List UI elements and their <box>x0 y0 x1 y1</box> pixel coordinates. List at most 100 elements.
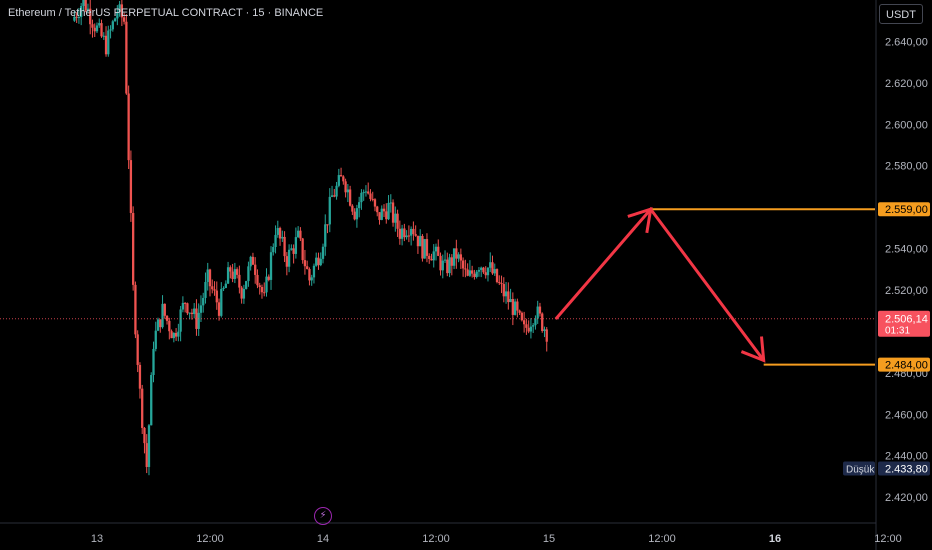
candle-body <box>95 25 99 32</box>
candle-body <box>486 267 490 276</box>
currency-button[interactable]: USDT <box>879 4 923 24</box>
candle-body <box>518 310 521 313</box>
candle-body <box>287 249 291 267</box>
candle-body <box>545 329 548 342</box>
candle-body <box>543 329 546 331</box>
candle-body <box>143 427 146 444</box>
candle-body <box>195 308 198 329</box>
candle-body <box>125 21 128 94</box>
x-tick-label: 12:00 <box>648 533 676 545</box>
candle-body <box>541 313 544 331</box>
candle-body <box>129 160 133 213</box>
candle-body <box>360 192 363 203</box>
candle-body <box>80 5 83 18</box>
candle-body <box>520 312 524 321</box>
candle-body <box>403 228 406 238</box>
lightning-icon[interactable]: ⚡ <box>314 507 332 525</box>
candle-body <box>91 24 94 28</box>
candle-body <box>156 319 160 331</box>
candle-body <box>344 181 347 193</box>
candle-body <box>204 281 207 298</box>
candle-body <box>353 211 356 220</box>
candle-body <box>538 306 542 314</box>
candle-body <box>493 269 496 274</box>
candle-body <box>525 324 528 328</box>
candle-body <box>448 257 451 274</box>
candle-body <box>516 301 519 311</box>
candle-body <box>511 298 514 315</box>
candle-body <box>186 303 189 314</box>
candle-body <box>102 35 105 37</box>
candle-body <box>98 23 101 26</box>
candle-body <box>376 206 379 213</box>
candle-body <box>283 236 286 257</box>
candle-body <box>127 93 130 161</box>
candle-body <box>174 333 178 337</box>
candle-body <box>292 248 295 254</box>
x-tick-label: 16 <box>769 533 781 545</box>
y-tick-label: 2.640,00 <box>885 36 928 48</box>
x-tick-label: 12:00 <box>874 533 902 545</box>
candle-body <box>132 212 135 285</box>
candle-body <box>428 255 431 259</box>
low-tag-badge <box>843 461 875 476</box>
candle-body <box>333 195 336 197</box>
candle-body <box>437 246 440 256</box>
candle-body <box>382 208 386 212</box>
candle-body <box>504 291 508 297</box>
candle-body <box>100 23 103 37</box>
candle-body <box>256 274 259 286</box>
candle-body <box>296 230 300 238</box>
candle-body <box>387 202 390 220</box>
y-tick-label: 2.420,00 <box>885 492 928 504</box>
candle-body <box>509 298 512 303</box>
candle-body <box>502 284 505 297</box>
candle-body <box>226 267 230 284</box>
candle-body <box>414 234 417 236</box>
candle-body <box>389 202 392 204</box>
candle-body <box>265 276 268 293</box>
candle-body <box>231 271 234 279</box>
projection-arrowhead-down <box>740 336 766 363</box>
candle-body <box>385 211 388 220</box>
candle-body <box>141 388 144 428</box>
candle-body <box>468 270 472 276</box>
x-tick-label: 15 <box>543 533 555 545</box>
low-price-badge <box>878 461 930 476</box>
candle-body <box>134 284 137 335</box>
candle-body <box>242 288 246 299</box>
candle-body <box>206 269 209 282</box>
candle-body <box>181 302 185 310</box>
candle-body <box>459 254 463 261</box>
last-price-badge <box>878 310 930 337</box>
candle-body <box>111 21 114 30</box>
candle-body <box>324 224 327 247</box>
candle-body <box>278 228 282 239</box>
projection-path <box>554 206 765 362</box>
candle-body <box>183 302 187 304</box>
candle-body <box>391 202 395 223</box>
candle-body <box>213 289 216 291</box>
candle-body <box>364 191 368 193</box>
candle-body <box>235 269 239 275</box>
candle-body <box>122 17 126 22</box>
y-tick-label: 2.580,00 <box>885 161 928 173</box>
candle-body <box>104 35 108 55</box>
candle-body <box>154 330 157 349</box>
x-tick-label: 12:00 <box>422 533 450 545</box>
candle-body <box>484 272 487 276</box>
candle-body <box>199 305 203 313</box>
candle-body <box>240 287 243 299</box>
candle-body <box>466 269 469 276</box>
candle-body <box>93 27 96 32</box>
y-tick-label: 2.540,00 <box>885 244 928 256</box>
candle-body <box>527 327 530 332</box>
candle-body <box>425 239 429 256</box>
candle-body <box>355 208 359 220</box>
candle-body <box>536 306 539 319</box>
candle-body <box>326 224 329 226</box>
candle-body <box>294 237 298 254</box>
candle-body <box>258 285 261 287</box>
candle-body <box>217 302 221 316</box>
